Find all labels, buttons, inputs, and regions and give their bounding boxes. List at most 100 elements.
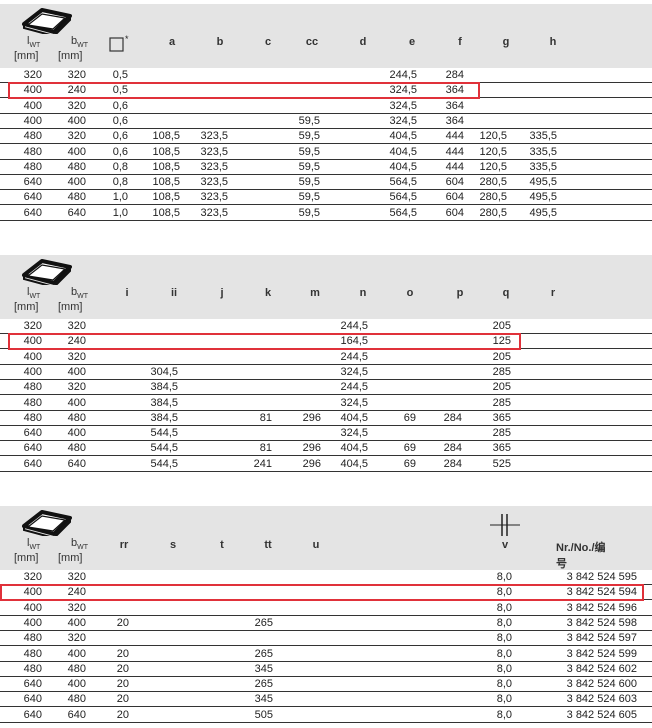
cell: 320 [67,381,86,394]
l-label: l [27,286,30,298]
cell: 3 842 524 605 [566,708,637,721]
cell: 59,5 [298,206,320,219]
highlight-box [8,333,521,351]
table-row: 640 640 20 505 8,0 3 842 524 605 [0,708,652,723]
table-row: 640 400 20 265 8,0 3 842 524 600 [0,677,652,693]
cell: 59,5 [298,145,320,158]
cell: 400 [67,145,86,158]
cell: 604 [445,206,464,219]
cell: 20 [116,693,129,706]
cell: 3 842 524 595 [566,571,637,583]
b-subscript: WT [77,293,89,301]
cell: 3 842 524 599 [566,647,637,660]
b-label: b [71,286,78,298]
table-row: 640 640 1,0 108,5 323,5 59,5 564,5 604 280,5 495,… [0,206,652,221]
column-header-9: r [550,287,556,299]
cell: 108,5 [152,160,180,173]
cell: 8,0 [496,678,512,691]
cell: 444 [445,160,464,173]
table-row: 480 480 0,8 108,5 323,5 59,5 404,5 444 120,5 335,… [0,160,652,175]
cell: 400 [67,616,86,629]
table-row: 480 400 384,5 324,5 285 [0,396,652,411]
cell: 365 [492,411,511,424]
cell: 164,5 [340,335,368,348]
table-row: 480 320 384,5 244,5 205 [0,380,652,396]
column-header-0: rr [119,539,129,551]
cell: 400 [23,84,42,97]
cell: 320 [67,571,86,583]
b-label: b [71,35,78,47]
column-header-0: i [125,287,129,299]
cell: 544,5 [150,457,178,470]
cell: 400 [23,365,42,378]
cell: 240 [67,84,86,97]
cell: 384,5 [150,381,178,394]
cell: 8,0 [496,632,512,645]
column-header-6: o [406,287,414,299]
column-header-6: Nr./No./编号 [556,542,606,570]
b-wt-header: bWT [71,35,88,49]
cell: 345 [254,693,273,706]
cell: 0,8 [112,176,128,189]
cell: 525 [492,457,511,470]
cell: 480 [23,647,42,660]
cell: 3 842 524 602 [566,662,637,675]
cell: 323,5 [200,206,228,219]
cell: 8,0 [496,601,512,614]
cell: 564,5 [389,191,417,204]
cell: 400 [23,350,42,363]
cell: 323,5 [200,160,228,173]
l-label: l [27,537,30,549]
cell: 480 [23,145,42,158]
table-row: 320 320 0,5 244,5 284 [0,68,652,83]
cell: 323,5 [200,130,228,143]
cell: 0,6 [112,145,128,158]
cell: 364 [445,114,464,127]
cell: 20 [116,616,129,629]
cell: 3 842 524 603 [566,693,637,706]
cell: 296 [302,457,321,470]
cell: 324,5 [340,396,368,409]
column-header-7: g [502,36,510,48]
cell: 564,5 [389,176,417,189]
cell: 480 [23,632,42,645]
cell: 384,5 [150,396,178,409]
cell: 240 [67,335,86,348]
cell: 3 842 524 598 [566,616,637,629]
cell: 544,5 [150,442,178,455]
cell: 480 [67,442,86,455]
cell: 335,5 [529,145,557,158]
table-row: 480 400 0,6 108,5 323,5 59,5 404,5 444 120,5 335,… [0,145,652,160]
cell: 320 [67,632,86,645]
cell: 505 [254,708,273,721]
b-label: b [71,537,78,549]
table-row: 400 400 0,6 59,5 324,5 364 [0,114,652,129]
cell: 1,0 [112,191,128,204]
cell: 320 [23,320,42,332]
cell: 640 [23,442,42,455]
cell: 108,5 [152,145,180,158]
column-header-5: n [359,287,367,299]
cell: 265 [254,678,273,691]
cell: 69 [403,457,416,470]
table-row: 400 320 8,0 3 842 524 596 [0,601,652,616]
table-row: 320 320 8,0 3 842 524 595 [0,570,652,585]
column-header-8: h [549,36,557,48]
table-row: 640 400 544,5 324,5 285 [0,426,652,442]
column-header-3: k [264,287,272,299]
cell: 205 [492,350,511,363]
cell: 284 [443,411,462,424]
table-header: lWT [mm] bWT [mm] i ii j k m n o p q r [0,255,652,319]
column-header-5: e [408,36,416,48]
table-row: 400 400 20 265 8,0 3 842 524 598 [0,616,652,631]
highlight-box [0,584,644,602]
cell: 20 [116,647,129,660]
cell: 480 [23,160,42,173]
cell: 404,5 [340,442,368,455]
cell: 125 [492,335,511,348]
column-header-3: tt [264,539,272,551]
cell: 265 [254,647,273,660]
cell: 384,5 [150,411,178,424]
cell: 59,5 [298,191,320,204]
cell: 480 [23,662,42,675]
